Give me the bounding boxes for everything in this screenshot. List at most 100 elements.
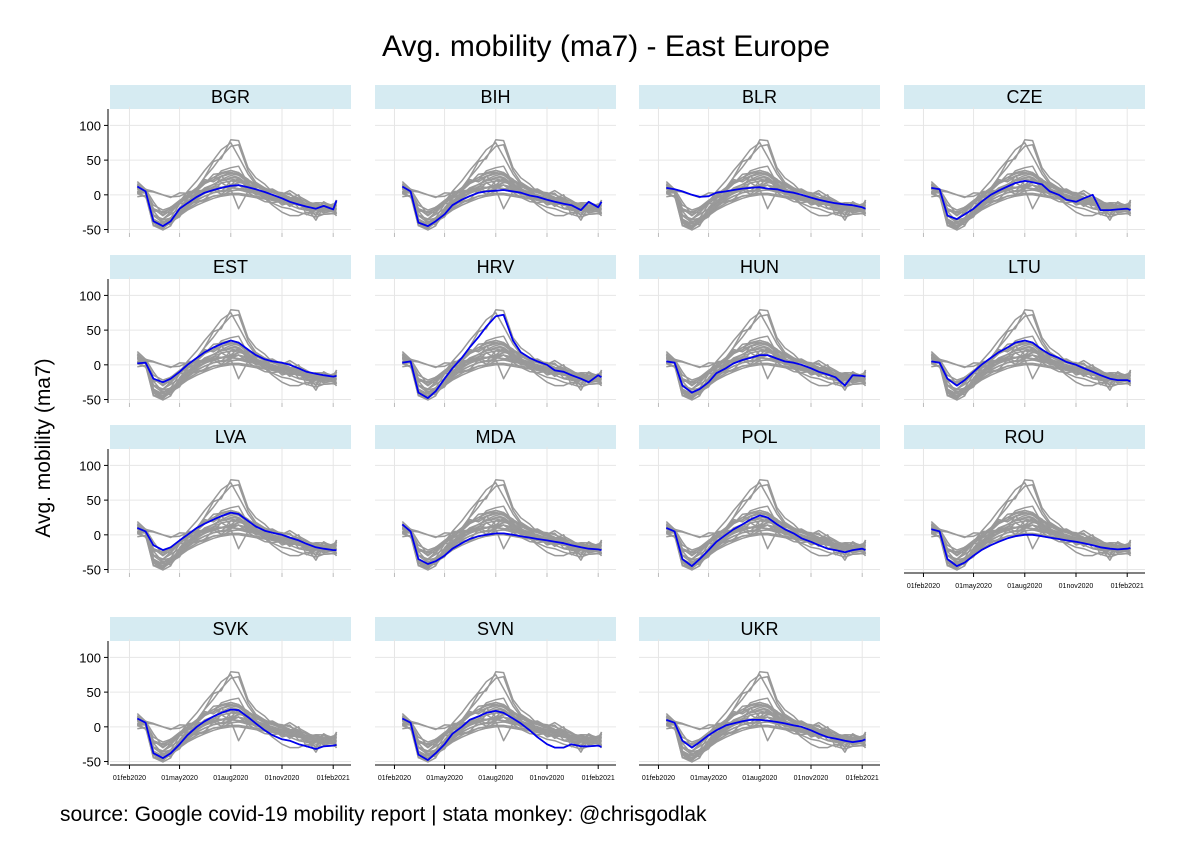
background-series-line — [930, 177, 1132, 223]
y-tick-label: -50 — [82, 755, 101, 770]
background-series-line — [402, 171, 603, 217]
panel-title: BIH — [480, 87, 510, 107]
y-tick-label: 50 — [87, 323, 101, 338]
x-tick-label: 01feb2020 — [113, 775, 146, 782]
panel-header — [904, 255, 1145, 279]
background-series-line — [137, 358, 337, 399]
chart-title: Avg. mobility (ma7) - East Europe — [382, 30, 830, 63]
x-tick-label: 01aug2020 — [478, 775, 513, 782]
x-tick-label: 01nov2020 — [794, 775, 829, 782]
y-tick-label: 100 — [79, 118, 101, 133]
background-series-line — [930, 351, 1132, 396]
background-series-line — [666, 528, 866, 569]
panel-title: BLR — [742, 87, 777, 107]
y-tick-label: 50 — [87, 685, 101, 700]
background-series-line — [401, 713, 603, 758]
y-tick-label: 100 — [79, 650, 101, 665]
highlight-series-line-hun — [666, 354, 866, 394]
background-series-line — [402, 703, 603, 749]
panel-title: LVA — [215, 427, 246, 447]
x-tick-label: 01aug2020 — [742, 775, 777, 782]
background-series-line — [666, 142, 866, 220]
panel-header — [639, 425, 880, 449]
panel-mda: MDA — [375, 425, 616, 577]
highlight-series-line-svn — [401, 710, 602, 761]
y-tick-label: -50 — [82, 393, 101, 408]
background-series-line — [137, 142, 337, 220]
y-tick-label: -50 — [82, 563, 101, 578]
x-tick-label: 01aug2020 — [1007, 583, 1042, 590]
background-series-line — [665, 521, 867, 566]
highlight-series-line-mda — [401, 523, 602, 565]
background-series-line — [666, 674, 866, 752]
source-note: source: Google covid-19 mobility report … — [60, 803, 707, 826]
panel-cze: CZE — [904, 85, 1145, 237]
panel-title: HRV — [477, 257, 515, 277]
panel-header — [639, 255, 880, 279]
panel-blr: BLR — [639, 85, 880, 237]
background-series-line — [137, 171, 338, 217]
panel-title: UKR — [740, 619, 778, 639]
x-tick-label: 01feb2021 — [1111, 583, 1144, 590]
y-tick-label: 0 — [94, 188, 101, 203]
panel-hun: HUN — [639, 255, 880, 407]
panel-header — [639, 617, 880, 641]
background-series-line — [931, 142, 1131, 220]
x-tick-label: 01nov2020 — [1059, 583, 1094, 590]
background-series-line — [402, 341, 603, 387]
highlight-series-line-bih — [401, 185, 603, 227]
panel-header — [375, 255, 616, 279]
highlight-series-line-blr — [666, 186, 866, 210]
highlight-series-line-pol — [665, 514, 866, 567]
background-series-line — [401, 347, 603, 393]
highlight-series-line-rou — [931, 528, 1131, 567]
panel-bih: BIH — [375, 85, 616, 237]
highlight-series-line-svk — [136, 708, 337, 759]
panel-est: EST 100 50 0 -50 — [79, 255, 351, 408]
background-series-line — [930, 181, 1132, 226]
x-tick-label: 01feb2020 — [907, 583, 940, 590]
panel-header — [639, 85, 880, 109]
y-tick-label: 50 — [87, 493, 101, 508]
panel-header — [110, 255, 351, 279]
background-series-line — [136, 713, 338, 758]
background-series-line — [666, 358, 866, 399]
background-series-line — [136, 521, 338, 566]
background-series-line — [137, 674, 337, 752]
background-series-line — [401, 351, 603, 396]
panel-rou: ROU 01feb2020 01may2020 01aug2020 01nov2020 0… — [904, 425, 1145, 590]
background-series-line — [666, 312, 866, 390]
x-tick-label: 01feb2021 — [846, 775, 879, 782]
background-series-line — [137, 312, 337, 390]
background-series-line — [666, 482, 866, 560]
panel-title: EST — [213, 257, 248, 277]
panel-bgr: BGR 100 50 0 -50 — [79, 85, 351, 238]
background-series-line — [402, 720, 602, 761]
panel-header — [110, 425, 351, 449]
panel-header — [375, 617, 616, 641]
highlight-series-line-est — [137, 339, 337, 384]
panel-ukr: UKR 01feb2020 01may2020 01aug2020 01nov2020 0… — [639, 617, 880, 782]
y-tick-label: 50 — [87, 153, 101, 168]
background-series-line — [666, 341, 867, 387]
highlight-series-line-lva — [136, 511, 337, 551]
x-tick-label: 01nov2020 — [265, 775, 300, 782]
x-tick-label: 01may2020 — [161, 775, 198, 782]
panel-title: BGR — [211, 87, 250, 107]
y-tick-label: 0 — [94, 358, 101, 373]
panel-pol: POL — [639, 425, 880, 577]
background-series-line — [401, 521, 603, 566]
panel-hrv: HRV — [375, 255, 616, 407]
y-tick-label: 100 — [79, 288, 101, 303]
panel-title: ROU — [1005, 427, 1045, 447]
background-series-line — [402, 511, 603, 557]
y-tick-label: -50 — [82, 223, 101, 238]
panel-header — [375, 425, 616, 449]
highlight-series-line-bgr — [136, 184, 338, 227]
x-tick-label: 01aug2020 — [213, 775, 248, 782]
x-tick-label: 01feb2021 — [317, 775, 350, 782]
background-series-line — [666, 171, 867, 217]
panel-title: MDA — [476, 427, 516, 447]
y-tick-label: 100 — [79, 458, 101, 473]
